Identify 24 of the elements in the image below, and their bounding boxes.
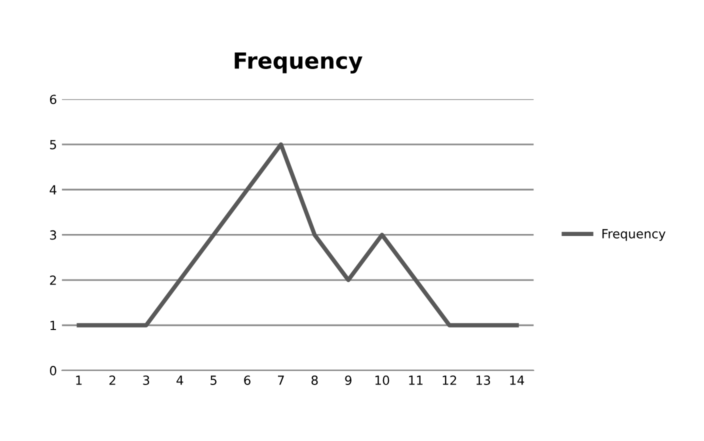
y-tick-label: 2 — [50, 276, 56, 285]
x-tick-label: 9 — [345, 376, 352, 385]
x-tick-label: 8 — [312, 376, 318, 385]
y-tick-label: 6 — [50, 94, 56, 104]
y-tick-label: 5 — [50, 140, 56, 150]
y-tick-label: 1 — [50, 320, 56, 330]
x-tick-label: 11 — [409, 376, 423, 385]
chart-title: Frequency — [234, 52, 362, 74]
x-tick-label: 3 — [143, 376, 150, 385]
x-tick-label: 6 — [244, 376, 250, 385]
x-tick-label: 10 — [375, 376, 390, 385]
x-tick-label: 4 — [176, 376, 184, 385]
x-tick-label: 1 — [76, 376, 82, 385]
x-tick-label: 5 — [210, 376, 216, 385]
line-series — [76, 142, 519, 328]
x-tick-label: 14 — [510, 376, 524, 385]
x-tick-label: 2 — [109, 376, 116, 385]
y-tick-label: 0 — [50, 366, 56, 376]
x-tick-label: 13 — [476, 376, 490, 385]
y-tick-label: 3 — [50, 230, 56, 240]
x-tick-label: 7 — [278, 376, 284, 385]
legend-label: Frequency — [602, 229, 666, 241]
x-tick-label: 12 — [442, 376, 456, 385]
y-tick-label: 4 — [50, 185, 56, 194]
